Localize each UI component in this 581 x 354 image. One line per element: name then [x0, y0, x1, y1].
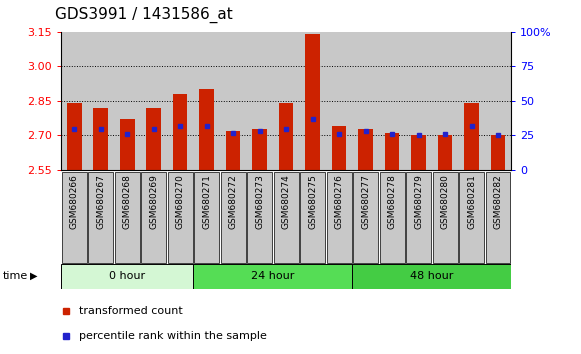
FancyBboxPatch shape — [353, 172, 378, 263]
FancyBboxPatch shape — [247, 172, 272, 263]
Bar — [432, 32, 458, 170]
Text: percentile rank within the sample: percentile rank within the sample — [79, 331, 267, 341]
Bar — [114, 32, 141, 170]
Text: GSM680276: GSM680276 — [335, 175, 343, 229]
Bar — [226, 131, 241, 170]
Bar — [273, 32, 299, 170]
FancyBboxPatch shape — [193, 264, 352, 289]
Text: GSM680268: GSM680268 — [123, 175, 132, 229]
Text: GSM680270: GSM680270 — [175, 175, 185, 229]
Bar — [352, 32, 379, 170]
Text: GSM680267: GSM680267 — [96, 175, 105, 229]
Bar — [67, 103, 81, 170]
Text: GSM680282: GSM680282 — [493, 175, 503, 229]
FancyBboxPatch shape — [141, 172, 166, 263]
Bar — [411, 135, 426, 170]
Bar — [252, 129, 267, 170]
Text: GSM680272: GSM680272 — [229, 175, 238, 229]
Text: GSM680273: GSM680273 — [255, 175, 264, 229]
FancyBboxPatch shape — [459, 172, 484, 263]
Bar — [491, 135, 505, 170]
Text: transformed count: transformed count — [79, 306, 183, 316]
Text: 0 hour: 0 hour — [109, 271, 145, 281]
FancyBboxPatch shape — [406, 172, 431, 263]
Bar — [326, 32, 352, 170]
Bar — [332, 126, 346, 170]
Text: time: time — [3, 271, 28, 281]
FancyBboxPatch shape — [168, 172, 193, 263]
Text: GSM680279: GSM680279 — [414, 175, 423, 229]
Bar — [485, 32, 511, 170]
Text: GSM680275: GSM680275 — [308, 175, 317, 229]
Bar — [146, 108, 161, 170]
Text: GSM680281: GSM680281 — [467, 175, 476, 229]
FancyBboxPatch shape — [115, 172, 139, 263]
Bar — [464, 103, 479, 170]
Text: 48 hour: 48 hour — [410, 271, 454, 281]
FancyBboxPatch shape — [61, 264, 193, 289]
FancyBboxPatch shape — [433, 172, 457, 263]
FancyBboxPatch shape — [88, 172, 113, 263]
Bar — [406, 32, 432, 170]
Bar — [246, 32, 273, 170]
Text: GSM680269: GSM680269 — [149, 175, 158, 229]
Text: GDS3991 / 1431586_at: GDS3991 / 1431586_at — [55, 7, 233, 23]
Text: GSM680277: GSM680277 — [361, 175, 370, 229]
Bar — [458, 32, 485, 170]
FancyBboxPatch shape — [352, 264, 511, 289]
Bar — [193, 32, 220, 170]
Bar — [358, 129, 373, 170]
FancyBboxPatch shape — [274, 172, 299, 263]
Text: GSM680266: GSM680266 — [70, 175, 79, 229]
Bar — [437, 135, 453, 170]
FancyBboxPatch shape — [300, 172, 325, 263]
FancyBboxPatch shape — [486, 172, 511, 263]
Bar — [61, 32, 88, 170]
Bar — [141, 32, 167, 170]
Text: GSM680274: GSM680274 — [282, 175, 290, 229]
Bar — [306, 34, 320, 170]
Bar — [173, 94, 188, 170]
FancyBboxPatch shape — [327, 172, 352, 263]
Bar — [88, 32, 114, 170]
Bar — [167, 32, 193, 170]
Bar — [199, 89, 214, 170]
Bar — [299, 32, 326, 170]
Bar — [120, 119, 135, 170]
Bar — [385, 133, 399, 170]
Text: ▶: ▶ — [30, 271, 38, 281]
Bar — [94, 108, 108, 170]
FancyBboxPatch shape — [62, 172, 87, 263]
Bar — [379, 32, 406, 170]
Text: GSM680271: GSM680271 — [202, 175, 211, 229]
Text: 24 hour: 24 hour — [251, 271, 295, 281]
FancyBboxPatch shape — [221, 172, 246, 263]
Text: GSM680278: GSM680278 — [388, 175, 397, 229]
Text: GSM680280: GSM680280 — [440, 175, 450, 229]
FancyBboxPatch shape — [194, 172, 219, 263]
Bar — [220, 32, 246, 170]
Bar — [279, 103, 293, 170]
FancyBboxPatch shape — [379, 172, 404, 263]
